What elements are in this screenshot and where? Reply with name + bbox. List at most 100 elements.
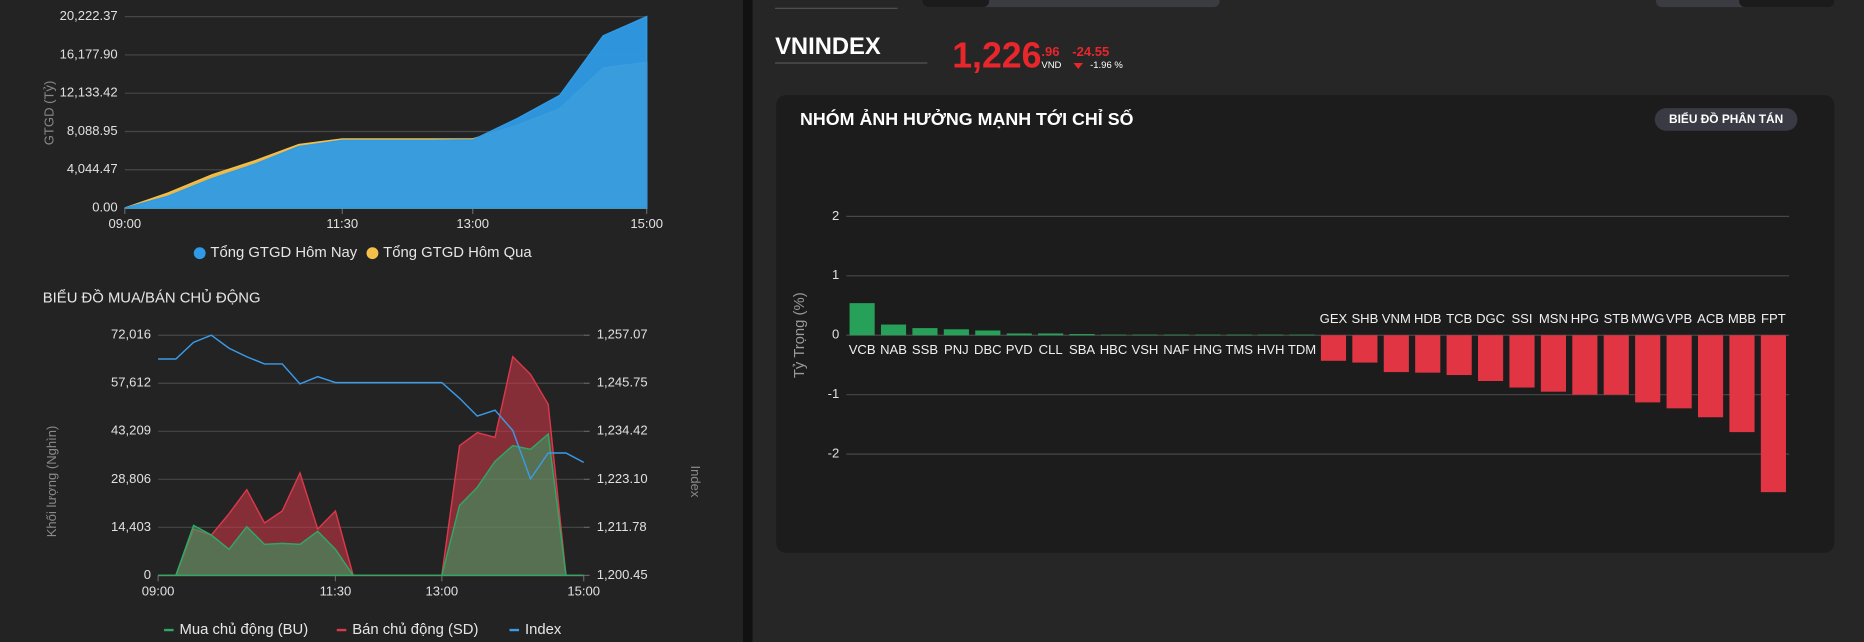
scatter-button-label[interactable]: BIỂU ĐỒ PHÂN TÁN: [1669, 111, 1783, 126]
bar: [943, 329, 969, 336]
x-tick-label: STB: [1604, 311, 1630, 326]
x-tick-label: PVD: [1006, 342, 1033, 357]
bar: [1446, 335, 1472, 376]
y-tick-label: 4,044.47: [67, 161, 118, 176]
bar: [1226, 334, 1252, 336]
x-tick-label: HNG: [1193, 342, 1222, 357]
x-tick-label: 13:00: [456, 216, 489, 231]
y-tick-label: 14,403: [111, 519, 151, 534]
bar: [1697, 335, 1724, 418]
y-tick-label: 72,016: [111, 327, 151, 342]
y2-tick-label: 1,257.07: [597, 327, 648, 342]
bar: [1038, 333, 1064, 336]
area: [158, 432, 584, 577]
y2-tick-label: 1,200.45: [597, 567, 648, 582]
bar: [1258, 334, 1284, 336]
y2-tick-label: 1,223.10: [597, 471, 648, 486]
bar: [1760, 335, 1786, 493]
x-tick-label: VCB: [849, 342, 876, 357]
bar: [1383, 335, 1409, 373]
x-tick-label: 11:30: [326, 216, 358, 231]
top-control[interactable]: [922, 0, 1220, 8]
x-tick-label: HDB: [1414, 311, 1442, 326]
bar: [975, 330, 1001, 336]
x-tick-label: MWG: [1631, 311, 1664, 326]
x-tick-label: 09:00: [142, 583, 175, 598]
card: [776, 95, 1835, 553]
y-tick-label: 20,222.37: [60, 8, 118, 23]
bar: [1540, 335, 1567, 392]
x-tick-label: HPG: [1571, 311, 1599, 326]
y-tick-label: 0: [832, 327, 839, 342]
x-tick-label: NAF: [1163, 342, 1189, 357]
y2-tick-label: 1,234.42: [597, 423, 648, 438]
y-axis-title: Khối lượng (Nghìn): [44, 426, 59, 538]
legend-label: Tổng GTGD Hôm Nay: [210, 245, 357, 261]
x-tick-label: 09:00: [108, 216, 141, 231]
divider: [742, 0, 753, 642]
currency: VND: [1041, 60, 1061, 71]
y2-tick-label: 1,245.75: [597, 375, 648, 390]
bar: [1100, 334, 1127, 336]
y-tick-label: 2: [832, 208, 839, 223]
x-tick-label: CLL: [1039, 342, 1063, 357]
bar: [1320, 335, 1347, 361]
bar: [1352, 335, 1378, 363]
change-percent: -1.96 %: [1090, 60, 1123, 71]
x-tick-label: VNM: [1382, 311, 1411, 326]
y-tick-label: 57,612: [111, 375, 151, 390]
y-tick-label: 43,209: [111, 423, 151, 438]
bar: [1478, 335, 1504, 382]
bar: [1195, 334, 1221, 336]
x-tick-label: HBC: [1100, 342, 1128, 357]
bar: [1603, 335, 1629, 395]
bar: [1415, 335, 1441, 373]
legend-label: Mua chủ động (BU): [180, 622, 309, 638]
x-tick-label: HVH: [1257, 342, 1285, 357]
y-tick-label: 8,088.95: [67, 123, 118, 138]
x-tick-label: 13:00: [425, 583, 458, 598]
legend-label: Index: [525, 622, 562, 638]
bar: [1132, 334, 1158, 336]
x-tick-label: DBC: [974, 342, 1002, 357]
x-tick-label: ACB: [1697, 311, 1724, 326]
bar: [1289, 334, 1315, 336]
price-decimal: .96: [1041, 44, 1059, 59]
top-control-part: [922, 0, 990, 8]
x-tick-label: SSI: [1511, 311, 1532, 326]
y-axis-title: GTGD (Tỷ): [41, 81, 56, 146]
x-tick-label: GEX: [1320, 311, 1348, 326]
y-tick-label: -1: [828, 386, 840, 401]
x-tick-label: SHB: [1351, 311, 1378, 326]
legend-marker: [366, 247, 379, 260]
y-tick-label: 28,806: [111, 471, 151, 486]
area: [124, 15, 648, 209]
x-tick-label: SSB: [912, 342, 938, 357]
bar: [1163, 334, 1189, 336]
bar: [880, 324, 907, 336]
y2-tick-label: 1,211.78: [597, 519, 647, 534]
top-control-part: [1739, 0, 1835, 8]
y-tick-label: 0: [144, 567, 151, 582]
chart-title: NHÓM ẢNH HƯỞNG MẠNH TỚI CHỈ SỐ: [800, 108, 1134, 129]
legend-label: Tổng GTGD Hôm Qua: [383, 245, 532, 261]
y-tick-label: 16,177.90: [60, 46, 118, 61]
x-tick-label: 15:00: [567, 583, 600, 598]
y2-axis-title: Index: [688, 465, 703, 497]
y-axis-title: Tỷ Trọng (%): [792, 292, 808, 378]
symbol: VNINDEX: [775, 33, 881, 60]
x-tick-label: SBA: [1069, 342, 1095, 357]
line: [158, 334, 585, 481]
down-arrow: [1073, 63, 1083, 69]
x-tick-label: FPT: [1761, 311, 1786, 326]
x-tick-label: TMS: [1225, 342, 1253, 357]
x-tick-label: VPB: [1666, 311, 1692, 326]
bar: [1509, 335, 1535, 388]
y-tick-label: 1: [832, 267, 839, 282]
price: 1,226: [952, 36, 1041, 76]
x-tick-label: DGC: [1476, 311, 1505, 326]
bar: [912, 328, 938, 336]
scatter-button[interactable]: [1654, 108, 1798, 131]
